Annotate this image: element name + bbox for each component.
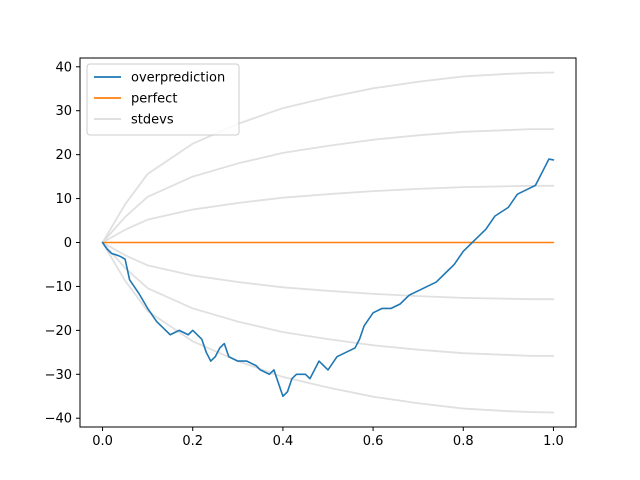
- y-tick-label: −30: [45, 368, 72, 383]
- legend-box: [86, 63, 240, 136]
- series-line-3: [101, 128, 555, 244]
- series-line-7: [101, 241, 555, 414]
- x-tick-label: 0.8: [453, 434, 474, 449]
- y-tick-label: 20: [55, 148, 72, 163]
- series-line-2: [101, 184, 555, 244]
- y-tick-label: −20: [45, 324, 72, 339]
- legend-label: perfect: [131, 92, 177, 107]
- y-tick-label: −10: [45, 280, 72, 295]
- y-tick-label: −40: [45, 412, 72, 427]
- x-tick-label: 0.2: [182, 434, 203, 449]
- axes-layer: 0.0 0.2 0.4 0.6 0.8 1.0 −40 −30 −20 −10 0 10 20 30 40: [45, 57, 577, 449]
- y-tick-label: 40: [55, 60, 72, 75]
- y-tick-label: 0: [64, 236, 72, 251]
- legend-label: stdevs: [131, 113, 174, 128]
- series-line-5: [101, 241, 555, 301]
- legend-label: overprediction: [131, 71, 225, 86]
- series-line-6: [101, 241, 555, 357]
- x-tick-label: 0.4: [273, 434, 294, 449]
- series-line-0: [101, 158, 555, 398]
- legend: overprediction perfect stdevs: [86, 63, 240, 136]
- series-layer: [101, 71, 555, 414]
- x-tick-label: 1.0: [543, 434, 564, 449]
- y-tick-label: 10: [55, 192, 72, 207]
- x-tick-label: 0.6: [363, 434, 384, 449]
- y-tick-label: 30: [55, 104, 72, 119]
- x-tick-label: 0.0: [92, 434, 113, 449]
- series-line-4: [101, 71, 555, 244]
